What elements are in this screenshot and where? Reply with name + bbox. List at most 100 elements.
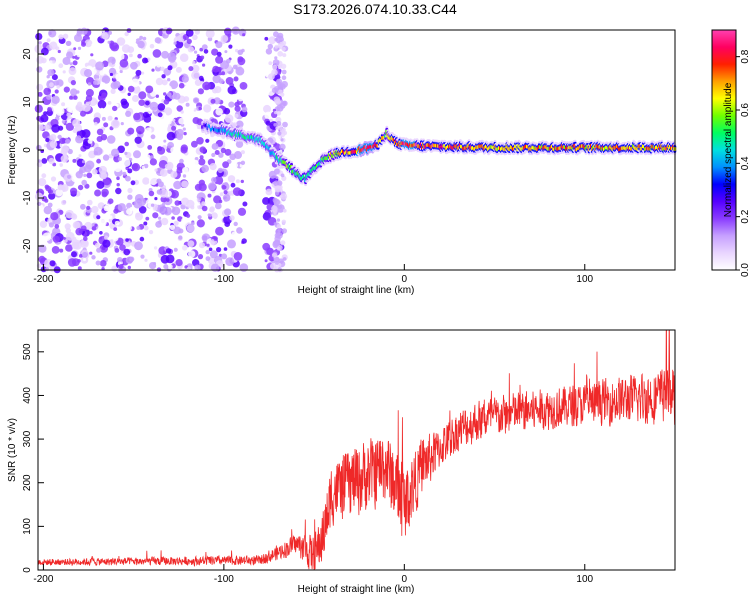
spectrogram-noise-blob bbox=[129, 53, 133, 58]
snr-y-tick-label: 300 bbox=[22, 430, 33, 447]
spectrogram-noise-blob bbox=[116, 37, 126, 46]
spectrogram-x-axis-label: Height of straight line (km) bbox=[298, 285, 415, 296]
spectrogram-noise-blob bbox=[188, 105, 195, 112]
spectrogram-noise-blob bbox=[192, 159, 199, 166]
colorbar-ticks: 0.0 0.2 0.4 0.6 0.8 bbox=[736, 49, 750, 277]
spectrogram-noise-blob bbox=[139, 236, 145, 242]
spectrogram-noise-blob bbox=[194, 50, 198, 54]
spectrogram-noise-blob bbox=[88, 59, 97, 68]
spectrogram-noise-blob bbox=[224, 182, 229, 186]
spectrogram-noise-blob bbox=[239, 263, 249, 272]
spectrogram-noise-blob bbox=[91, 69, 97, 75]
spectrogram-noise-blob bbox=[96, 180, 105, 189]
spectrogram-noise-blob bbox=[162, 33, 166, 37]
spectrogram-noise-blob bbox=[282, 53, 287, 58]
spectrogram-noise-blob bbox=[165, 248, 172, 254]
spectrogram-noise-blob bbox=[228, 44, 233, 49]
spectrogram-noise-blob bbox=[41, 47, 49, 56]
spectrogram-noise-blob bbox=[116, 176, 120, 181]
spectrogram-noise-blob bbox=[200, 81, 204, 85]
spectrogram-noise-blob bbox=[188, 66, 194, 72]
spectrogram-noise-blob bbox=[152, 49, 162, 58]
spectrogram-noise-blob bbox=[154, 168, 158, 172]
spectrogram-noise-blob bbox=[265, 48, 273, 55]
snr-y-tick-label: 500 bbox=[22, 343, 33, 360]
spectrogram-noise-blob bbox=[237, 57, 246, 66]
spectrogram-noise-blob bbox=[83, 69, 93, 78]
spectrogram-noise-blob bbox=[148, 176, 158, 186]
spectrogram-noise-blob bbox=[223, 190, 228, 195]
spectrogram-noise-blob bbox=[80, 225, 87, 232]
spectrogram-noise-blob bbox=[186, 38, 192, 45]
spectrogram-noise-blob bbox=[181, 180, 189, 188]
spectrogram-noise-blob bbox=[102, 177, 111, 186]
snr-y-tick-label: 100 bbox=[22, 518, 33, 535]
spectrogram-noise-blob bbox=[90, 53, 94, 57]
spectrogram-noise-blob bbox=[141, 71, 145, 75]
spectrogram-noise-blob bbox=[274, 56, 278, 60]
spectrogram-noise-blob bbox=[226, 164, 236, 173]
spectrogram-noise-blob bbox=[265, 120, 271, 126]
spectrogram-noise-blob bbox=[72, 221, 81, 229]
spectrogram-noise-blob bbox=[238, 96, 244, 102]
spectrogram-noise-blob bbox=[36, 263, 42, 269]
spectrogram-noise-blob bbox=[75, 233, 83, 241]
spectrogram-noise-blob bbox=[276, 224, 282, 229]
spectrogram-noise-blob bbox=[135, 262, 140, 267]
spectrogram-noise-blob bbox=[173, 41, 177, 45]
spectrogram-noise-blob bbox=[96, 136, 103, 142]
spectrogram-noise-blob bbox=[59, 248, 64, 253]
spectrogram-noise-blob bbox=[91, 205, 99, 214]
spectrogram-noise-blob bbox=[61, 120, 66, 124]
snr-chart: -200 -100 0 100 0 100 200 300 400 500 Height of … bbox=[7, 329, 676, 595]
spectrogram-noise-blob bbox=[108, 215, 113, 220]
spectrogram-noise-blob bbox=[199, 146, 207, 153]
spectrogram-noise-blob bbox=[94, 242, 100, 248]
spectrogram-noise-blob bbox=[157, 146, 166, 155]
spectrogram-noise-blob bbox=[181, 197, 189, 206]
spectrogram-noise-blob bbox=[209, 207, 215, 213]
spectrogram-noise-blob bbox=[242, 201, 248, 207]
spectrogram-noise-blob bbox=[194, 79, 202, 86]
spectrogram-noise-blob bbox=[34, 192, 44, 201]
spectrogram-noise-blob bbox=[166, 44, 174, 52]
spectrogram-noise-blob bbox=[77, 101, 83, 107]
spectrogram-noise-blob bbox=[151, 68, 155, 72]
snr-x-tick-label: -100 bbox=[214, 574, 234, 585]
spectrogram-noise-blob bbox=[57, 134, 62, 140]
spectrogram-noise-blob bbox=[192, 97, 200, 104]
spectrogram-noise-blob bbox=[145, 85, 154, 94]
spectrogram-noise-blob bbox=[281, 80, 288, 88]
spectrogram-noise-blob bbox=[207, 193, 212, 198]
spectrogram-noise-blob bbox=[65, 244, 73, 252]
spectrogram-noise-blob bbox=[171, 55, 177, 61]
spectrogram-noise-blob bbox=[191, 64, 200, 73]
spectrogram-noise-blob bbox=[136, 226, 141, 230]
spectrogram-noise-blob bbox=[63, 86, 70, 93]
spectrogram-noise-blob bbox=[276, 218, 281, 222]
spectrogram-noise-blob bbox=[202, 63, 206, 67]
spectrogram-noise-blob bbox=[48, 157, 55, 165]
spectrogram-noise-blob bbox=[173, 226, 182, 235]
spectrogram-noise-blob bbox=[211, 177, 217, 183]
spectrogram-noise-blob bbox=[49, 134, 57, 141]
spectrogram-noise-blob bbox=[197, 88, 204, 95]
spectrogram-noise-blob bbox=[43, 87, 51, 96]
spectrogram-noise-blob bbox=[61, 145, 69, 154]
spectrogram-noise-blob bbox=[197, 215, 202, 220]
spectrogram-noise-blob bbox=[280, 63, 287, 69]
colorbar-tick-label: 0.0 bbox=[740, 263, 750, 277]
spectrogram-noise-blob bbox=[139, 77, 145, 83]
spectrogram-noise-blob bbox=[235, 66, 245, 76]
spectrogram-noise-blob bbox=[152, 212, 159, 219]
spectrogram-noise-blob bbox=[108, 62, 113, 67]
spectrogram-noise-blob bbox=[92, 80, 98, 85]
spectrogram-noise-blob bbox=[85, 88, 94, 97]
spectrogram-noise-blob bbox=[206, 70, 213, 77]
spectrogram-noise-blob bbox=[73, 95, 78, 100]
spectrogram-noise-blob bbox=[43, 124, 50, 131]
spectrogram-noise-blob bbox=[102, 154, 110, 161]
spectrogram-noise-blob bbox=[172, 118, 176, 122]
spectrogram-noise-blob bbox=[197, 254, 204, 260]
spectrogram-noise-blob bbox=[96, 247, 102, 253]
